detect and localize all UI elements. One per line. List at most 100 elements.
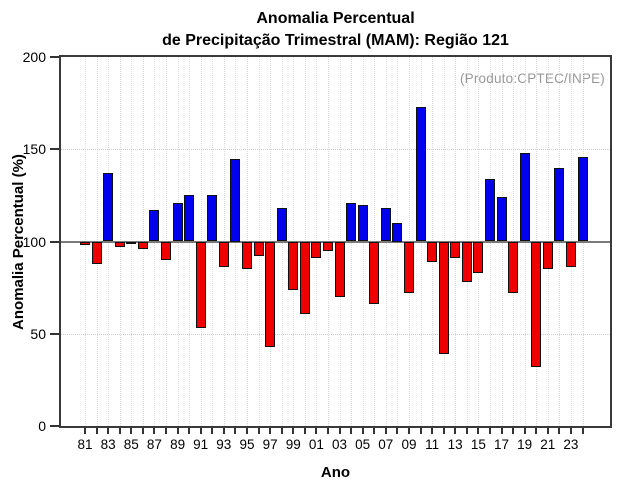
x-tick [569,428,572,434]
bar-1920 [531,241,542,367]
x-tick-label: 19 [517,437,533,452]
x-tick [373,428,376,434]
x-tick [84,428,86,434]
chart-title: Anomalia Percentual de Precipitação Trim… [61,8,610,52]
bar-1901 [311,241,322,259]
bar-1909 [404,241,414,294]
bar-1994 [230,158,241,242]
y-tick-label: 50 [30,325,46,342]
bar-1988 [161,241,171,260]
y-tick-label: 0 [38,418,46,434]
x-tick [442,428,445,434]
x-tick [315,428,318,434]
x-tick [477,428,480,434]
x-tick [431,428,434,434]
bar-1923 [565,241,576,268]
x-tick [535,428,538,434]
bar-1986 [137,241,148,249]
x-tick [546,428,549,434]
x-tick [107,428,110,434]
x-tick [558,428,561,434]
bar-1918 [508,241,519,294]
y-tick-label: 100 [22,233,46,250]
x-tick-label: 95 [239,437,255,452]
bar-1991 [195,241,206,329]
bar-1989 [172,202,183,242]
bar-1995 [242,241,252,270]
y-tick [50,332,59,335]
y-tick [50,148,59,151]
x-tick [211,428,214,434]
bar-1906 [369,241,380,305]
x-tick [234,428,237,434]
bar-1987 [149,210,160,242]
bar-1924 [577,156,588,242]
x-tick [350,428,353,434]
x-tick [165,428,167,434]
x-tick-label: 05 [355,437,371,452]
x-tick [130,428,133,434]
x-tick-label: 15 [470,437,486,452]
y-tick [50,240,59,243]
x-tick-label: 17 [493,437,510,452]
x-tick [222,428,225,434]
bar-1984 [114,241,125,247]
x-tick [488,428,491,434]
bar-1992 [207,195,218,242]
x-tick-label: 97 [262,437,278,452]
bar-1910 [415,106,426,242]
x-tick [465,428,468,434]
bar-1998 [276,208,287,242]
bar-1985 [126,241,137,244]
bar-1997 [265,241,276,347]
bar-1913 [450,241,461,259]
bar-1922 [554,167,565,242]
bar-1917 [496,197,507,242]
x-tick [396,428,399,434]
x-tick [384,428,387,434]
x-tick [512,428,515,434]
x-tick [361,428,364,434]
x-tick-label: 11 [425,437,440,452]
x-tick [141,428,144,434]
y-tick-label: 200 [22,49,46,65]
grid-line-horizontal [61,149,610,151]
bar-1900 [299,241,310,314]
x-tick [176,428,179,434]
x-tick-label: 09 [401,437,417,452]
bar-1903 [334,241,345,297]
x-tick [500,428,503,434]
x-tick-label: 21 [540,437,556,452]
x-tick [327,428,329,434]
bar-1912 [438,241,449,354]
y-tick [50,56,59,58]
bar-1915 [473,241,484,273]
bar-1983 [103,173,114,242]
y-tick-label: 150 [22,141,46,158]
bar-1907 [380,208,391,242]
bar-1993 [218,241,229,268]
x-tick-label: 83 [100,437,116,452]
y-tick [50,425,59,427]
x-tick [454,428,457,434]
bar-1914 [461,241,472,283]
bar-1908 [392,223,403,242]
bar-1982 [91,241,102,264]
bar-1902 [323,241,333,251]
x-tick-label: 85 [123,437,139,452]
bar-1919 [519,152,530,242]
bar-1999 [288,241,299,290]
chart-title-line1: Anomalia Percentual [256,10,415,27]
x-tick-label: 93 [216,437,232,452]
x-tick [188,428,191,434]
x-tick [338,428,341,434]
x-tick-label: 91 [193,437,209,452]
x-tick-label: 23 [563,437,579,452]
x-tick [246,428,248,434]
bar-1905 [357,204,368,242]
x-tick-label: 13 [447,437,463,452]
x-tick-label: 07 [378,437,394,452]
x-tick [581,428,584,434]
bar-1990 [184,195,195,242]
